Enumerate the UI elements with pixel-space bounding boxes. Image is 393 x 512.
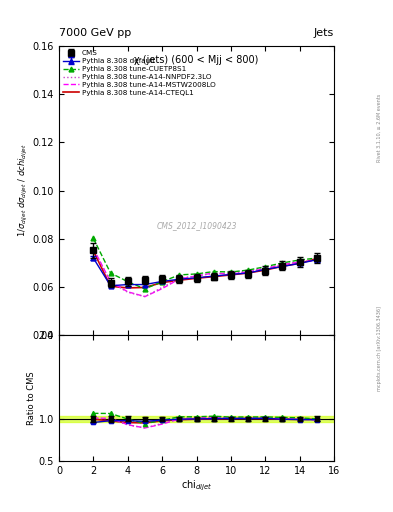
Bar — [59, 416, 334, 422]
Pythia 8.308 tune-A14-NNPDF2.3LO — [211, 270, 216, 276]
Pythia 8.308 tune-A14-MSTW2008LO — [177, 276, 182, 282]
Y-axis label: $1/\sigma_{dijet}$ $d\sigma_{dijet}$ / $dchi_{dijet}$: $1/\sigma_{dijet}$ $d\sigma_{dijet}$ / $… — [17, 144, 30, 238]
Pythia 8.308 tune-A14-CTEQL1 — [280, 263, 285, 269]
Pythia 8.308 tune-A14-MSTW2008LO — [263, 266, 268, 272]
Text: χ (jets) (600 < Mjj < 800): χ (jets) (600 < Mjj < 800) — [134, 55, 259, 65]
Y-axis label: Ratio to CMS: Ratio to CMS — [27, 371, 36, 425]
Text: Jets: Jets — [314, 28, 334, 38]
Pythia 8.308 tune-A14-MSTW2008LO — [314, 258, 319, 264]
Pythia 8.308 tune-A14-CTEQL1 — [194, 275, 199, 282]
Pythia 8.308 tune-A14-CTEQL1 — [314, 255, 319, 262]
Pythia 8.308 tune-A14-CTEQL1 — [298, 260, 302, 266]
Pythia 8.308 tune-A14-MSTW2008LO — [229, 271, 233, 278]
Pythia 8.308 tune-A14-CTEQL1 — [160, 280, 165, 286]
Text: mcplots.cern.ch [arXiv:1306.3436]: mcplots.cern.ch [arXiv:1306.3436] — [377, 306, 382, 391]
Line: Pythia 8.308 tune-A14-NNPDF2.3LO: Pythia 8.308 tune-A14-NNPDF2.3LO — [94, 249, 317, 296]
Pythia 8.308 tune-A14-CTEQL1 — [125, 285, 130, 291]
Pythia 8.308 tune-A14-NNPDF2.3LO — [194, 273, 199, 279]
Pythia 8.308 tune-A14-MSTW2008LO — [246, 269, 250, 275]
Pythia 8.308 tune-A14-CTEQL1 — [177, 277, 182, 283]
Pythia 8.308 tune-A14-NNPDF2.3LO — [177, 275, 182, 282]
Pythia 8.308 tune-A14-CTEQL1 — [143, 284, 147, 290]
Pythia 8.308 tune-A14-NNPDF2.3LO — [298, 259, 302, 265]
Pythia 8.308 tune-A14-MSTW2008LO — [298, 259, 302, 265]
Legend: CMS, Pythia 8.308 default, Pythia 8.308 tune-CUETP8S1, Pythia 8.308 tune-A14-NNP: CMS, Pythia 8.308 default, Pythia 8.308 … — [62, 49, 217, 97]
Line: Pythia 8.308 tune-A14-CTEQL1: Pythia 8.308 tune-A14-CTEQL1 — [94, 251, 317, 288]
Pythia 8.308 tune-A14-NNPDF2.3LO — [108, 279, 113, 285]
Pythia 8.308 tune-A14-NNPDF2.3LO — [314, 257, 319, 263]
Pythia 8.308 tune-A14-CTEQL1 — [263, 267, 268, 273]
Pythia 8.308 tune-A14-MSTW2008LO — [91, 245, 96, 251]
Pythia 8.308 tune-A14-MSTW2008LO — [194, 273, 199, 279]
Text: 7000 GeV pp: 7000 GeV pp — [59, 28, 131, 38]
Pythia 8.308 tune-A14-NNPDF2.3LO — [263, 265, 268, 271]
Line: Pythia 8.308 tune-A14-MSTW2008LO: Pythia 8.308 tune-A14-MSTW2008LO — [94, 248, 317, 296]
Pythia 8.308 tune-A14-NNPDF2.3LO — [125, 289, 130, 295]
Pythia 8.308 tune-A14-NNPDF2.3LO — [143, 293, 147, 300]
Pythia 8.308 tune-A14-NNPDF2.3LO — [91, 246, 96, 252]
Pythia 8.308 tune-A14-CTEQL1 — [211, 273, 216, 280]
Pythia 8.308 tune-A14-MSTW2008LO — [211, 270, 216, 276]
Pythia 8.308 tune-A14-NNPDF2.3LO — [246, 268, 250, 274]
Text: Rivet 3.1.10, ≥ 2.6M events: Rivet 3.1.10, ≥ 2.6M events — [377, 94, 382, 162]
Pythia 8.308 tune-A14-CTEQL1 — [246, 270, 250, 276]
Pythia 8.308 tune-A14-MSTW2008LO — [280, 262, 285, 268]
Pythia 8.308 tune-A14-MSTW2008LO — [108, 279, 113, 285]
Pythia 8.308 tune-A14-NNPDF2.3LO — [160, 284, 165, 290]
Pythia 8.308 tune-A14-NNPDF2.3LO — [280, 262, 285, 268]
Pythia 8.308 tune-A14-NNPDF2.3LO — [229, 270, 233, 276]
Pythia 8.308 tune-A14-MSTW2008LO — [160, 286, 165, 292]
Text: CMS_2012_I1090423: CMS_2012_I1090423 — [156, 221, 237, 230]
Pythia 8.308 tune-A14-MSTW2008LO — [125, 289, 130, 295]
Pythia 8.308 tune-A14-CTEQL1 — [229, 272, 233, 278]
Pythia 8.308 tune-A14-MSTW2008LO — [143, 293, 147, 300]
Pythia 8.308 tune-A14-CTEQL1 — [91, 248, 96, 254]
Pythia 8.308 tune-A14-CTEQL1 — [108, 283, 113, 289]
X-axis label: chi$_{dijet}$: chi$_{dijet}$ — [181, 478, 212, 493]
